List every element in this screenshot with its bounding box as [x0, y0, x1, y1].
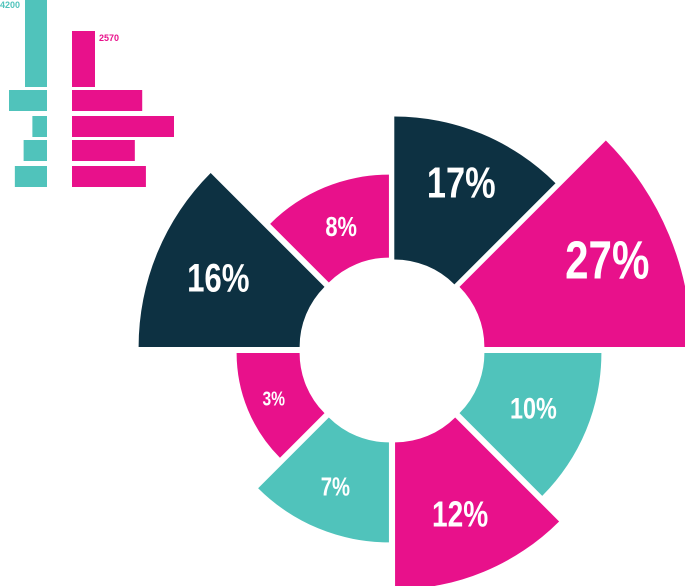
- rose-slice-8: [270, 174, 389, 283]
- teal-bar-4: [23, 140, 47, 161]
- magenta-value-label: 2570: [99, 33, 119, 43]
- magenta-bar-2: [72, 90, 143, 111]
- teal-bar-1: [25, 0, 47, 87]
- rose-slice-6: [236, 353, 325, 458]
- teal-bar-3: [32, 116, 47, 137]
- mini-bar-chart: 4200 2570: [0, 0, 174, 187]
- magenta-bar-4: [72, 140, 135, 161]
- slice-label-6: 3%: [262, 388, 285, 410]
- slice-label-5: 7%: [321, 472, 351, 501]
- rose-donut-chart: 17% 27% 10% 12% 7% 3% 16% 8%: [138, 116, 685, 586]
- rose-slice-3: [459, 353, 602, 496]
- rose-slice-5: [258, 417, 389, 543]
- slice-label-2: 27%: [565, 231, 649, 291]
- slice-label-7: 16%: [187, 256, 249, 301]
- rose-slice-7: [138, 172, 325, 347]
- magenta-bar-1: [72, 31, 95, 87]
- slice-label-3: 10%: [510, 392, 557, 425]
- rose-slice-1: [394, 116, 556, 285]
- teal-value-label: 4200: [0, 0, 20, 10]
- slice-label-4: 12%: [432, 494, 488, 534]
- slice-label-8: 8%: [325, 212, 357, 243]
- teal-bar-5: [14, 166, 48, 187]
- magenta-bar-3: [72, 116, 174, 137]
- rose-slice-4: [395, 417, 560, 586]
- slice-label-1: 17%: [427, 158, 496, 207]
- rose-slice-2: [459, 140, 685, 347]
- magenta-bar-5: [72, 166, 146, 187]
- teal-bar-2: [9, 90, 47, 111]
